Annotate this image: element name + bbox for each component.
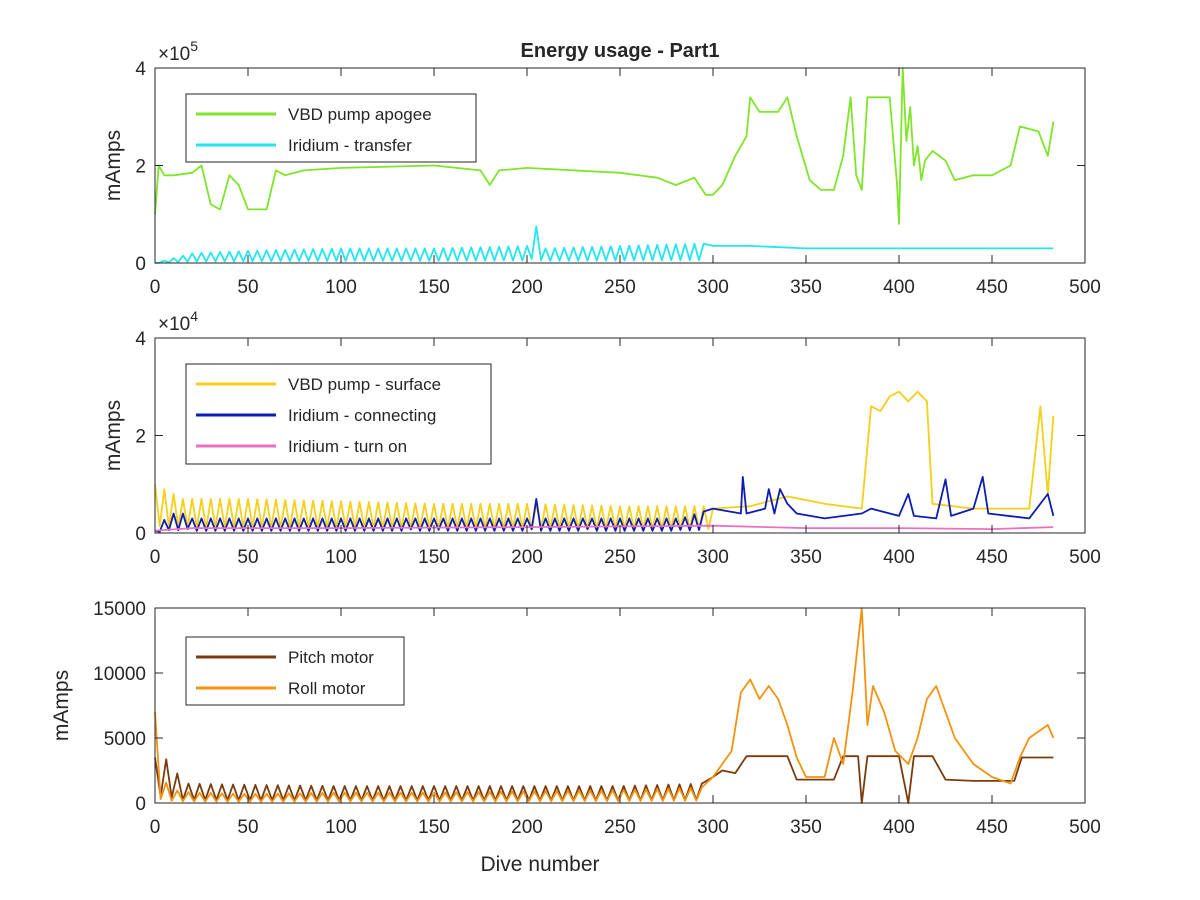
x-tick-label: 300 (697, 277, 729, 298)
x-tick-label: 150 (418, 277, 450, 298)
y-tick-label: 15000 (93, 599, 146, 620)
y-axis-label: mAmps (102, 130, 125, 201)
y-tick-label: 2 (135, 427, 146, 448)
x-tick-label: 0 (150, 547, 161, 568)
x-tick-label: 450 (976, 277, 1008, 298)
x-tick-label: 150 (418, 547, 450, 568)
x-tick-label: 250 (604, 817, 636, 838)
x-axis-label: Dive number (480, 853, 599, 876)
y-tick-label: 0 (135, 524, 146, 545)
x-tick-label: 350 (790, 277, 822, 298)
legend: VBD pump apogee Iridium - transfer (185, 93, 477, 163)
y-axis-label: mAmps (50, 670, 73, 741)
x-tick-label: 150 (418, 817, 450, 838)
exponent-power: 5 (190, 38, 198, 54)
y-tick-label: 4 (135, 329, 146, 350)
x-tick-label: 500 (1069, 547, 1101, 568)
x-tick-label: 200 (511, 817, 543, 838)
x-tick-label: 0 (150, 277, 161, 298)
x-tick-label: 100 (325, 817, 357, 838)
series-line-2 (154, 607, 1055, 803)
x-tick-label: 50 (237, 817, 258, 838)
legend-box (185, 636, 405, 706)
x-tick-label: 250 (604, 547, 636, 568)
series-group (154, 67, 1055, 264)
y-tick-label: 5000 (104, 729, 146, 750)
x-tick-label: 250 (604, 277, 636, 298)
x-tick-label: 400 (883, 817, 915, 838)
x-tick-label: 500 (1069, 277, 1101, 298)
series-line-2 (154, 225, 1054, 264)
series-line-1 (154, 67, 1055, 225)
legend: Pitch motor Roll motor (185, 636, 405, 706)
legend-entry-label: Pitch motor (288, 648, 374, 667)
series-group (154, 607, 1055, 804)
x-tick-label: 200 (511, 277, 543, 298)
series-line-2 (154, 476, 1055, 533)
y-tick-label: 0 (135, 794, 146, 815)
y-tick-label: 4 (135, 59, 146, 80)
x-tick-label: 100 (325, 277, 357, 298)
legend-entry-label: Roll motor (288, 679, 366, 698)
legend-entry-label: Iridium - turn on (288, 437, 407, 456)
x-tick-label: 400 (883, 277, 915, 298)
subplot-3: 0 50 100 150 200 250 300 350 400 450 5000500010000… (50, 599, 1101, 876)
x-tick-label: 300 (697, 817, 729, 838)
y-tick-label: 2 (135, 157, 146, 178)
legend-box (185, 93, 477, 163)
x-tick-label: 400 (883, 547, 915, 568)
x-tick-label: 300 (697, 547, 729, 568)
y-tick-label: 0 (135, 254, 146, 275)
legend-entry-label: VBD pump - surface (288, 375, 441, 394)
y-tick-label: 10000 (93, 664, 146, 685)
series-line-1 (154, 390, 1055, 530)
exponent-power: 4 (190, 308, 198, 324)
legend: VBD pump - surface Iridium - connecting Ir… (185, 363, 492, 465)
x-tick-label: 350 (790, 817, 822, 838)
x-tick-label: 500 (1069, 817, 1101, 838)
y-axis-label: mAmps (102, 400, 125, 471)
subplot-1: 0 50 100 150 200 250 300 350 400 450 500024×105mAm… (102, 38, 1101, 298)
x-tick-label: 100 (325, 547, 357, 568)
subplot-2: 0 50 100 150 200 250 300 350 400 450 500024×104mAm… (102, 308, 1101, 568)
legend-entry-label: VBD pump apogee (288, 105, 432, 124)
x-tick-label: 450 (976, 817, 1008, 838)
x-tick-label: 50 (237, 277, 258, 298)
x-tick-label: 350 (790, 547, 822, 568)
legend-entry-label: Iridium - connecting (288, 406, 436, 425)
x-tick-label: 0 (150, 817, 161, 838)
figure-title: Energy usage - Part1 (521, 40, 720, 62)
x-tick-label: 200 (511, 547, 543, 568)
legend-entry-label: Iridium - transfer (288, 136, 412, 155)
x-tick-label: 50 (237, 547, 258, 568)
x-tick-label: 450 (976, 547, 1008, 568)
subplot-panels: 0 50 100 150 200 250 300 350 400 450 500024×105mAm… (50, 38, 1101, 876)
